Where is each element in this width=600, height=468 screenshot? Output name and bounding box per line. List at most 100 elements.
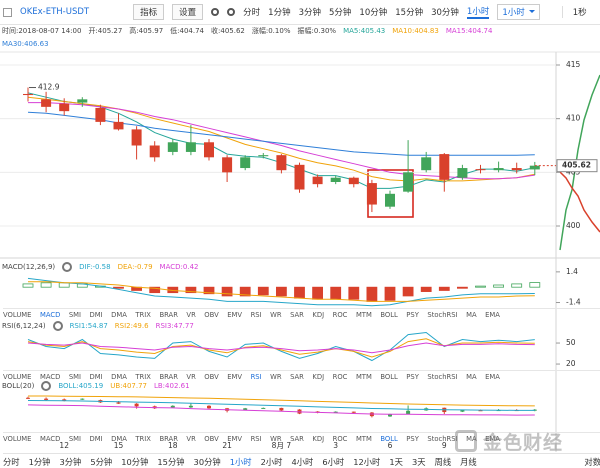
period-tab[interactable]: 1分钟 (268, 8, 291, 18)
indicator-tab[interactable]: EMV (227, 434, 243, 443)
period-tab[interactable]: 5分钟 (90, 456, 113, 467)
settings-icon[interactable] (41, 381, 52, 391)
indicator-tab[interactable]: WR (270, 434, 282, 443)
toolbar-button[interactable]: 指标 (133, 4, 165, 20)
checkbox[interactable] (3, 7, 12, 17)
period-tab[interactable]: 10分钟 (359, 8, 388, 18)
indicator-tab[interactable]: DMA (111, 372, 127, 381)
x-tick-label: 12 (59, 441, 69, 450)
indicator-tab[interactable]: MACD (39, 434, 61, 443)
indicator-tab[interactable]: BOLL (380, 372, 398, 381)
indicator-tab[interactable]: MTM (355, 310, 372, 319)
display-icon[interactable] (227, 8, 236, 16)
period-tab[interactable]: 分时 (3, 456, 20, 467)
period-tab[interactable]: 15分钟 (395, 8, 424, 18)
period-tab[interactable]: 6小时 (322, 456, 345, 467)
macd-bar (203, 286, 215, 295)
indicator-tab[interactable]: SMI (68, 372, 82, 381)
indicator-tab[interactable]: RSI (250, 372, 262, 381)
indicator-tab[interactable]: MA (466, 310, 477, 319)
indicator-tab[interactable]: MACD (39, 372, 61, 381)
indicator-tab[interactable]: SAR (290, 372, 304, 381)
indicator-tab[interactable]: SMI (68, 434, 82, 443)
indicator-tab[interactable]: KDJ (312, 434, 325, 443)
indicator-tab[interactable]: MA (466, 372, 477, 381)
period-tab[interactable]: 3分钟 (59, 456, 82, 467)
indicator-tab[interactable]: KDJ (312, 372, 325, 381)
period-tab[interactable]: 月线 (460, 456, 477, 467)
indicator-tab[interactable]: BOLL (380, 310, 398, 319)
indicator-tab[interactable]: OBV (204, 372, 219, 381)
indicator-tab[interactable]: ROC (332, 372, 348, 381)
indicator-tab[interactable]: WR (270, 372, 282, 381)
indicator-tab[interactable]: ROC (332, 310, 348, 319)
indicator-tab[interactable]: DMI (89, 310, 103, 319)
indicator-tab[interactable]: TRIX (135, 434, 151, 443)
period-dropdown[interactable]: 1小时 (497, 4, 540, 20)
indicator-tab[interactable]: DMA (111, 310, 127, 319)
indicator-tab[interactable]: DMI (89, 434, 103, 443)
indicator-tab[interactable]: RSI (250, 434, 262, 443)
indicator-legend: LB:402.61 (153, 382, 190, 390)
period-tab[interactable]: 1小时 (466, 7, 490, 19)
indicator-tab[interactable]: SAR (290, 434, 304, 443)
period-tab[interactable]: 3天 (411, 456, 426, 467)
period-tab[interactable]: 1天 (389, 456, 403, 467)
indicator-tab[interactable]: SAR (290, 310, 304, 319)
settings-icon[interactable] (62, 262, 73, 272)
indicator-tab[interactable]: BRAR (159, 310, 178, 319)
indicator-tab[interactable]: EMA (485, 372, 500, 381)
settings-icon[interactable] (52, 321, 63, 331)
symbol[interactable]: OKEx-ETH-USDT (20, 7, 90, 17)
period-tab[interactable]: 2小时 (260, 456, 283, 467)
indicator-tab[interactable]: DMI (89, 372, 103, 381)
indicator-tab[interactable]: PSY (406, 310, 419, 319)
indicator-tab[interactable]: StochRSI (427, 372, 458, 381)
indicator-tab[interactable]: MACD (39, 310, 61, 319)
period-tab[interactable]: 30分钟 (193, 456, 221, 467)
refresh-interval[interactable]: 1秒 (561, 6, 587, 18)
log-toggle[interactable]: 对数 (584, 456, 600, 467)
period-tab[interactable]: 1分钟 (28, 456, 51, 467)
indicator-tab[interactable]: VOLUME (3, 310, 32, 319)
indicator-tab[interactable]: OBV (204, 310, 219, 319)
indicator-tab[interactable]: ROC (332, 434, 348, 443)
toolbar-button[interactable]: 设置 (172, 4, 204, 20)
indicator-tab[interactable]: VR (186, 434, 196, 443)
indicator-tab[interactable]: BRAR (159, 434, 178, 443)
indicator-tab[interactable]: SMI (68, 310, 82, 319)
indicator-tab[interactable]: EMV (227, 372, 243, 381)
indicator-tab[interactable]: VR (186, 372, 196, 381)
indicator-tab[interactable]: RSI (250, 310, 262, 319)
period-tab[interactable]: 15分钟 (157, 456, 185, 467)
period-tab[interactable]: 4小时 (291, 456, 314, 467)
period-tab[interactable]: 3分钟 (298, 8, 321, 18)
period-tab[interactable]: 10分钟 (121, 456, 149, 467)
indicator-tab[interactable]: VR (186, 310, 196, 319)
indicator-tab[interactable]: DMA (111, 434, 127, 443)
indicator-tab[interactable]: KDJ (312, 310, 325, 319)
indicator-tab[interactable]: OBV (204, 434, 219, 443)
period-tab[interactable]: 1小时 (229, 456, 252, 467)
indicator-tab[interactable]: TRIX (135, 310, 151, 319)
indicator-tab[interactable]: MTM (355, 372, 372, 381)
theme-icon[interactable] (211, 8, 220, 16)
indicator-tab[interactable]: BRAR (159, 372, 178, 381)
period-tab[interactable]: 分时 (243, 8, 261, 18)
indicator-tab[interactable]: EMA (485, 310, 500, 319)
indicator-tab[interactable]: PSY (406, 372, 419, 381)
period-tab[interactable]: 30分钟 (431, 8, 459, 18)
period-tab[interactable]: 12小时 (353, 456, 381, 467)
indicator-tab[interactable]: TRIX (135, 372, 151, 381)
indicator-tab[interactable]: VOLUME (3, 372, 32, 381)
indicator-tab[interactable]: StochRSI (427, 310, 458, 319)
indicator-tab[interactable]: VOLUME (3, 434, 32, 443)
indicator-tab[interactable]: WR (270, 310, 282, 319)
indicator-tab[interactable]: MTM (355, 434, 372, 443)
indicator-tab[interactable]: StochRSI (427, 434, 458, 443)
indicator-tab[interactable]: PSY (406, 434, 419, 443)
indicator-tab[interactable]: EMV (227, 310, 243, 319)
indicator-tab[interactable]: BOLL (380, 434, 398, 443)
period-tab[interactable]: 5分钟 (329, 8, 352, 18)
period-tab[interactable]: 周线 (434, 456, 452, 467)
